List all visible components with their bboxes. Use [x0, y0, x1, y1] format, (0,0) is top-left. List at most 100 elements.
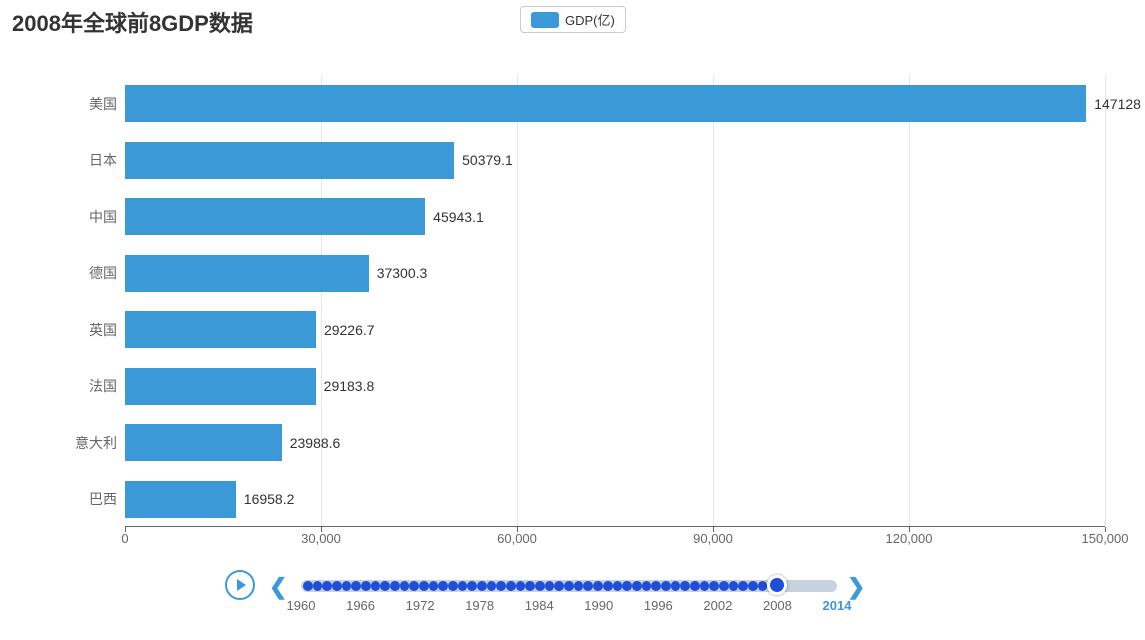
- timeline-tick-label: 2002: [703, 598, 732, 613]
- timeline-year-dot[interactable]: [796, 581, 806, 591]
- timeline-tick-label: 1966: [346, 598, 375, 613]
- timeline-year-dot[interactable]: [351, 581, 361, 591]
- timeline-tick-label: 1960: [287, 598, 316, 613]
- bar[interactable]: [125, 481, 236, 518]
- bar[interactable]: [125, 311, 316, 348]
- y-axis-label: 中国: [17, 207, 117, 227]
- gridline: [1105, 75, 1106, 526]
- timeline-year-dot[interactable]: [322, 581, 332, 591]
- timeline-year-dot[interactable]: [758, 581, 768, 591]
- timeline-year-dot[interactable]: [448, 581, 458, 591]
- timeline-year-dot[interactable]: [642, 581, 652, 591]
- timeline-next-button[interactable]: ❯: [847, 574, 865, 600]
- timeline-year-dot[interactable]: [371, 581, 381, 591]
- timeline-year-dot[interactable]: [477, 581, 487, 591]
- timeline-year-dot[interactable]: [525, 581, 535, 591]
- y-axis-label: 法国: [17, 376, 117, 396]
- bar[interactable]: [125, 198, 425, 235]
- bar-value-label: 147128: [1094, 96, 1141, 112]
- timeline-year-dot[interactable]: [458, 581, 468, 591]
- x-axis-label: 0: [121, 531, 128, 546]
- timeline-prev-button[interactable]: ❮: [269, 574, 287, 600]
- gridline: [517, 75, 518, 526]
- timeline-handle[interactable]: [767, 575, 787, 595]
- timeline-year-dot[interactable]: [709, 581, 719, 591]
- legend-item-gdp[interactable]: GDP(亿): [520, 6, 626, 33]
- timeline-year-dot[interactable]: [729, 581, 739, 591]
- timeline-year-dot[interactable]: [651, 581, 661, 591]
- timeline-year-dot[interactable]: [554, 581, 564, 591]
- timeline-year-dot[interactable]: [613, 581, 623, 591]
- play-button[interactable]: [225, 570, 255, 600]
- bar-row: 16958.2: [125, 481, 294, 518]
- plot-area: 14712850379.145943.137300.329226.729183.…: [125, 75, 1105, 527]
- timeline-year-dot[interactable]: [467, 581, 477, 591]
- y-axis-label: 日本: [17, 150, 117, 170]
- timeline-year-dot[interactable]: [400, 581, 410, 591]
- bar-value-label: 23988.6: [290, 435, 341, 451]
- bar[interactable]: [125, 142, 454, 179]
- timeline-year-dot[interactable]: [506, 581, 516, 591]
- timeline-year-dot[interactable]: [806, 581, 816, 591]
- timeline-tick-label: 1984: [525, 598, 554, 613]
- gridline: [909, 75, 910, 526]
- timeline-year-dot[interactable]: [825, 581, 835, 591]
- timeline-tick-label: 1972: [406, 598, 435, 613]
- timeline-year-dot[interactable]: [438, 581, 448, 591]
- bar[interactable]: [125, 255, 369, 292]
- timeline-year-dot[interactable]: [593, 581, 603, 591]
- timeline-year-dot[interactable]: [583, 581, 593, 591]
- y-axis-label: 巴西: [17, 489, 117, 509]
- timeline-year-dot[interactable]: [671, 581, 681, 591]
- bar-value-label: 45943.1: [433, 209, 484, 225]
- timeline-year-dot[interactable]: [303, 581, 313, 591]
- timeline-year-dot[interactable]: [390, 581, 400, 591]
- bar[interactable]: [125, 424, 282, 461]
- timeline-year-dot[interactable]: [545, 581, 555, 591]
- bar[interactable]: [125, 85, 1086, 122]
- timeline-year-dot[interactable]: [409, 581, 419, 591]
- timeline-tick-labels: 1960196619721978198419901996200220082014: [301, 598, 837, 618]
- y-axis-label: 意大利: [17, 433, 117, 453]
- bar-row: 147128: [125, 85, 1141, 122]
- timeline-year-dot[interactable]: [622, 581, 632, 591]
- y-axis-label: 德国: [17, 263, 117, 283]
- timeline-year-dot[interactable]: [700, 581, 710, 591]
- timeline-year-dot[interactable]: [342, 581, 352, 591]
- timeline-tick-label: 1996: [644, 598, 673, 613]
- timeline-tick-label: 1990: [584, 598, 613, 613]
- bar-row: 23988.6: [125, 424, 340, 461]
- timeline-year-dot[interactable]: [313, 581, 323, 591]
- timeline-year-dot[interactable]: [380, 581, 390, 591]
- timeline-year-dot[interactable]: [632, 581, 642, 591]
- x-axis-label: 120,000: [886, 531, 933, 546]
- timeline-year-dot[interactable]: [535, 581, 545, 591]
- timeline-year-dot[interactable]: [603, 581, 613, 591]
- timeline-year-dot[interactable]: [564, 581, 574, 591]
- bar-row: 45943.1: [125, 198, 484, 235]
- timeline-year-dot[interactable]: [487, 581, 497, 591]
- timeline-year-dot[interactable]: [516, 581, 526, 591]
- timeline-year-dot[interactable]: [816, 581, 826, 591]
- chart-title: 2008年全球前8GDP数据: [12, 6, 253, 38]
- bar[interactable]: [125, 368, 316, 405]
- timeline-year-dot[interactable]: [332, 581, 342, 591]
- y-axis-label: 英国: [17, 320, 117, 340]
- timeline-year-dot[interactable]: [748, 581, 758, 591]
- timeline-track-dots: [301, 580, 837, 592]
- timeline-year-dot[interactable]: [496, 581, 506, 591]
- timeline-year-dot[interactable]: [574, 581, 584, 591]
- timeline-year-dot[interactable]: [661, 581, 671, 591]
- timeline-year-dot[interactable]: [429, 581, 439, 591]
- timeline-year-dot[interactable]: [719, 581, 729, 591]
- timeline-year-dot[interactable]: [787, 581, 797, 591]
- timeline-tick-label: 2008: [763, 598, 792, 613]
- bar-value-label: 16958.2: [244, 491, 295, 507]
- timeline-year-dot[interactable]: [680, 581, 690, 591]
- timeline-year-dot[interactable]: [361, 581, 371, 591]
- timeline-year-dot[interactable]: [690, 581, 700, 591]
- bar-row: 50379.1: [125, 142, 513, 179]
- timeline-year-dot[interactable]: [419, 581, 429, 591]
- timeline-track[interactable]: [301, 580, 837, 592]
- timeline-year-dot[interactable]: [738, 581, 748, 591]
